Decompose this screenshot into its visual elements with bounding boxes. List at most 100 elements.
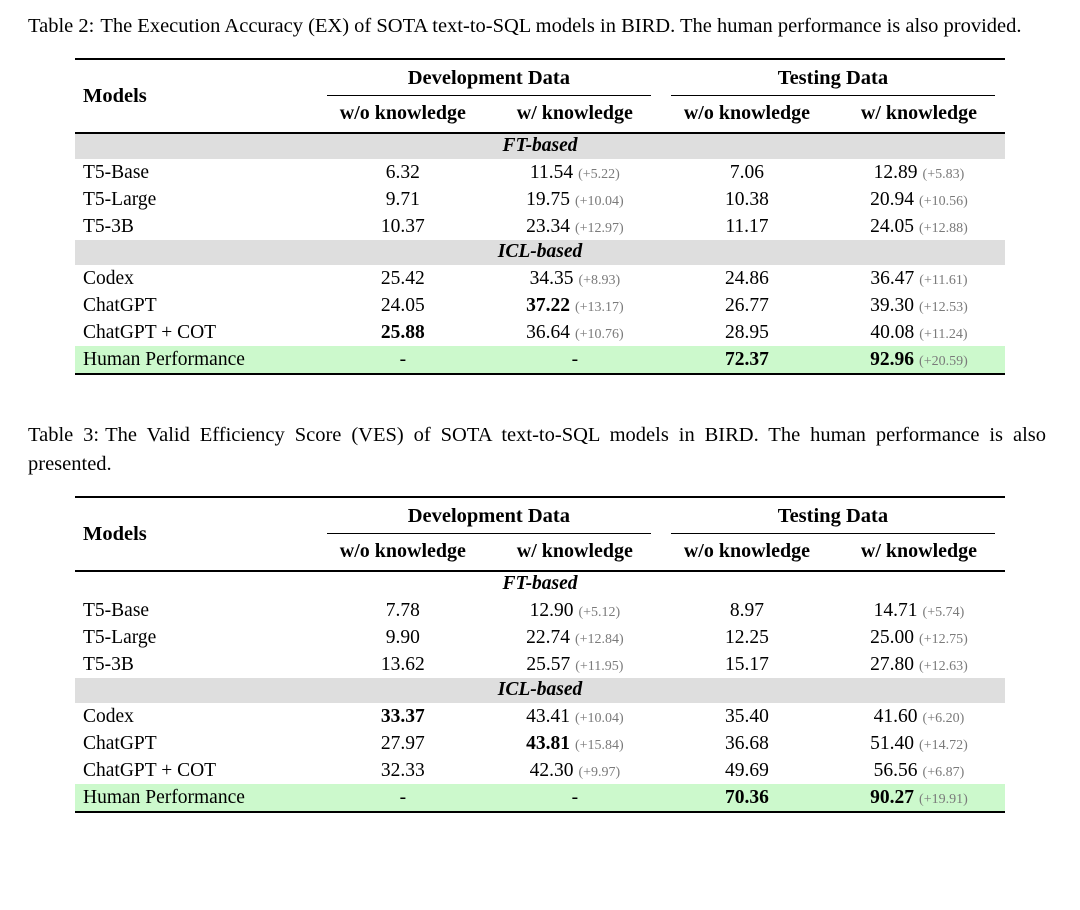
metric-value: 43.41 xyxy=(526,705,570,727)
metric-value: 24.05 xyxy=(870,215,915,237)
group-header-development: Development Data xyxy=(317,59,661,97)
metric-value: 24.05 xyxy=(380,294,425,316)
metric-value: 49.69 xyxy=(724,759,769,781)
metric-delta: (+10.76) xyxy=(574,326,624,342)
model-name-cell: Codex xyxy=(83,267,134,289)
metric-value: 36.64 xyxy=(526,321,570,343)
table2-group-header-row: Models Development Data Testing Data xyxy=(75,59,1005,135)
value-cell: 7.06 xyxy=(661,159,833,186)
value-cell: 51.40 (+14.72) xyxy=(833,730,1005,757)
metric-value: 36.68 xyxy=(724,732,769,754)
model-name-cell: Human Performance xyxy=(83,786,245,808)
value-cell: 15.17 xyxy=(661,651,833,678)
metric-delta: (+14.72) xyxy=(919,737,968,753)
table3-subcolumn-header-row: w/o knowledge w/ knowledge w/o knowledge… xyxy=(75,534,1005,573)
subcol-test-w-knowledge: w/ knowledge xyxy=(832,96,1005,135)
metric-delta: (+5.22) xyxy=(578,166,620,182)
metric-value: 12.90 xyxy=(529,599,574,621)
value-cell: 25.57 (+11.95) xyxy=(489,651,661,678)
metric-value: 24.86 xyxy=(724,267,769,289)
value-cell: 27.97 xyxy=(317,730,489,757)
value-cell: 90.27 (+19.91) xyxy=(833,784,1005,812)
table-row: T5-Large 9.90 22.74 (+12.84) 12.25 25.00 (+12.… xyxy=(75,624,1005,651)
metric-value: 9.90 xyxy=(385,626,420,648)
table2: Models Development Data Testing Data w/o… xyxy=(75,58,1005,376)
metric-value: 10.38 xyxy=(724,188,769,210)
metric-delta: (+6.87) xyxy=(922,764,965,780)
metric-value: 8.97 xyxy=(729,599,764,621)
metric-value: 20.94 xyxy=(870,188,915,210)
table3-caption: Table 3: The Valid Efficiency Score (VES)… xyxy=(28,421,1046,479)
metric-value: - xyxy=(571,786,579,808)
metric-value: 56.56 xyxy=(873,759,918,781)
table2-wrapper: Models Development Data Testing Data w/o… xyxy=(75,58,1005,376)
table2-caption-label: Table 2: xyxy=(28,15,95,37)
value-cell: - xyxy=(317,346,489,374)
metric-delta: (+15.84) xyxy=(574,737,624,753)
subcol-dev-wo-knowledge: w/o knowledge xyxy=(316,534,489,573)
model-name-cell: T5-Base xyxy=(83,161,150,183)
table-row: Human Performance - - 70.36 90.27 (+19.91) xyxy=(75,784,1005,813)
metric-value: 41.60 xyxy=(873,705,918,727)
value-cell: 12.25 xyxy=(661,624,833,651)
metric-delta: (+10.04) xyxy=(574,193,624,209)
table3: Models Development Data Testing Data w/o… xyxy=(75,496,1005,814)
table-row: Codex 25.42 34.35 (+8.93) 24.86 36.47 (+11.61) xyxy=(75,265,1005,292)
value-cell: 39.30 (+12.53) xyxy=(833,292,1005,319)
metric-value: 25.57 xyxy=(526,653,571,675)
metric-value: 13.62 xyxy=(380,653,425,675)
metric-value: 12.89 xyxy=(873,161,918,183)
metric-delta: (+10.56) xyxy=(919,193,968,209)
value-cell: 24.05 (+12.88) xyxy=(833,213,1005,240)
table-row: T5-Base 7.78 12.90 (+5.12) 8.97 14.71 (+5.74) xyxy=(75,597,1005,624)
section-label: FT-based xyxy=(502,135,578,157)
value-cell: 36.68 xyxy=(661,730,833,757)
value-cell: - xyxy=(489,784,661,812)
subcol-test-wo-knowledge: w/o knowledge xyxy=(660,534,833,573)
value-cell: 72.37 xyxy=(661,346,833,374)
value-cell: 25.42 xyxy=(317,265,489,292)
metric-value: 35.40 xyxy=(724,705,769,727)
value-cell: 8.97 xyxy=(661,597,833,624)
metric-value: 9.71 xyxy=(385,188,420,210)
metric-value: 72.37 xyxy=(724,348,769,370)
metric-value: 14.71 xyxy=(873,599,918,621)
metric-value: 27.97 xyxy=(380,732,425,754)
metric-value: 26.77 xyxy=(724,294,769,316)
metric-delta: (+12.75) xyxy=(919,631,968,647)
table3-wrapper: Models Development Data Testing Data w/o… xyxy=(75,496,1005,814)
value-cell: 28.95 xyxy=(661,319,833,346)
value-cell: 24.86 xyxy=(661,265,833,292)
value-cell: 22.74 (+12.84) xyxy=(489,624,661,651)
metric-value: 28.95 xyxy=(724,321,769,343)
table-row: T5-Large 9.71 19.75 (+10.04) 10.38 20.94 (+10.… xyxy=(75,186,1005,213)
value-cell: 35.40 xyxy=(661,703,833,730)
metric-delta: (+12.63) xyxy=(919,658,968,674)
value-cell: 27.80 (+12.63) xyxy=(833,651,1005,678)
value-cell: 43.41 (+10.04) xyxy=(489,703,661,730)
metric-delta: (+12.97) xyxy=(574,220,624,236)
metric-delta: (+12.53) xyxy=(919,299,968,315)
metric-value: 34.35 xyxy=(529,267,574,289)
metric-value: 36.47 xyxy=(870,267,915,289)
subcol-test-wo-knowledge: w/o knowledge xyxy=(660,96,833,135)
value-cell: 33.37 xyxy=(317,703,489,730)
metric-value: 22.74 xyxy=(526,626,570,648)
model-name-cell: ChatGPT xyxy=(83,732,157,754)
table2-caption: Table 2: The Execution Accuracy (EX) of S… xyxy=(28,12,1046,41)
value-cell: 9.90 xyxy=(317,624,489,651)
value-cell: 10.37 xyxy=(317,213,489,240)
table-row: T5-3B 13.62 25.57 (+11.95) 15.17 27.80 (+12.63… xyxy=(75,651,1005,678)
model-name-cell: T5-Base xyxy=(83,599,150,621)
model-name-cell: Human Performance xyxy=(83,348,245,370)
value-cell: 11.17 xyxy=(661,213,833,240)
section-label: ICL-based xyxy=(497,679,583,701)
metric-value: 10.37 xyxy=(380,215,425,237)
value-cell: 19.75 (+10.04) xyxy=(489,186,661,213)
table-row: T5-Base 6.32 11.54 (+5.22) 7.06 12.89 (+5.83) xyxy=(75,159,1005,186)
value-cell: - xyxy=(317,784,489,812)
value-cell: 41.60 (+6.20) xyxy=(833,703,1005,730)
metric-delta: (+11.61) xyxy=(919,272,968,288)
metric-value: 42.30 xyxy=(529,759,574,781)
table-row: Codex 33.37 43.41 (+10.04) 35.40 41.60 (+6.20) xyxy=(75,703,1005,730)
